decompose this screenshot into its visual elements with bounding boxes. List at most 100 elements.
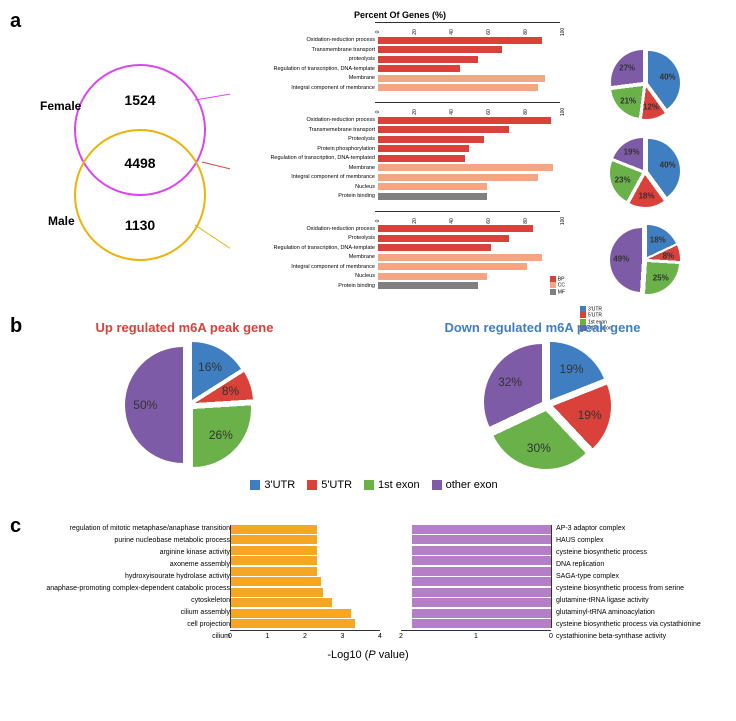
panel-b-label: b	[10, 315, 22, 338]
legend-item: 1st exon	[352, 479, 420, 491]
c-bar	[231, 567, 317, 576]
bar-row: Membrane	[240, 74, 560, 83]
pie-slice	[484, 344, 600, 460]
bar-fill	[378, 46, 502, 53]
c-xlabel: -Log10 (P value)	[10, 649, 726, 661]
bar-label: Regulation of transcription, DNA-templat…	[240, 245, 378, 251]
axis-tick: 1	[474, 633, 478, 640]
bar-fill	[378, 164, 553, 171]
pie-small: 40%18%23%19%	[580, 128, 710, 216]
panel-b-legend: 3'UTR5'UTR1st exonother exon	[10, 479, 726, 491]
bar-row: Proteolysis	[240, 234, 560, 243]
bar-row: Regulation of transcription, DNA-templat…	[240, 64, 560, 73]
axis-tick: 0	[375, 31, 381, 34]
axis-tick: 20	[412, 29, 418, 35]
axis-tick: 60	[486, 29, 492, 35]
axis-tick: 40	[449, 218, 455, 224]
bar-fill	[378, 37, 542, 44]
female-label: Female	[40, 99, 82, 113]
bar-row: proteolysis	[240, 55, 560, 64]
c-bar	[231, 556, 317, 565]
bar-fill	[378, 56, 478, 63]
c-bar-label: cystathionine beta-synthase activity	[556, 631, 706, 643]
bar-fill	[378, 235, 509, 242]
pie-small: 18%8%25%49%	[580, 216, 710, 304]
bar-row: Integral component of membrance	[240, 173, 560, 182]
c-bar	[412, 525, 551, 534]
c-bar-label: arginine kinase activity	[30, 547, 230, 559]
c-bar	[412, 546, 551, 555]
venn-top-count: 1524	[124, 92, 155, 108]
c-bar-label: cytoskeleton	[30, 595, 230, 607]
bar-row: Transmembrane transport	[240, 45, 560, 54]
legend-item: 5'UTR	[295, 479, 352, 491]
axis-tick: 40	[449, 29, 455, 35]
bar-row: Integral component of membrance	[240, 83, 560, 92]
bar-label: Protein binding	[240, 283, 378, 289]
axis-tick: 80	[523, 218, 529, 224]
c-bar-label: purine nucleobase metabolic process	[30, 535, 230, 547]
axis-tick: 100	[560, 216, 566, 224]
bar-label: Transmemebrane transport	[240, 127, 378, 133]
down-reg-title: Down regulated m6A peak gene	[444, 320, 640, 335]
c-bar	[412, 535, 551, 544]
bar-row: Integral component of membrance	[240, 262, 560, 271]
bar-fill	[378, 65, 460, 72]
bar-label: Transmembrane transport	[240, 47, 378, 53]
bar-row: Protein phosphorylation	[240, 144, 560, 153]
bar-row: Oxidation-reduction process	[240, 224, 560, 233]
axis-tick: 3	[341, 633, 345, 640]
axis-tick: 0	[228, 633, 232, 640]
bar-row: Membrane	[240, 253, 560, 262]
panel-a-bar-title: Percent Of Genes (%)	[240, 10, 560, 20]
c-bar-label: cysteine biosynthetic process via cystat…	[556, 619, 706, 631]
bar-fill	[378, 263, 527, 270]
venn-diagram: Female Male 1524 4498 1130	[30, 50, 230, 270]
c-bar-label: cilium	[30, 631, 230, 643]
bp-cc-mf-legend: BPCCMF	[550, 276, 565, 295]
bar-row: Protein binding	[240, 281, 560, 290]
bar-label: Oxidation-reduction process	[240, 37, 378, 43]
bar-row: Regulation of transcription, DNA-templat…	[240, 243, 560, 252]
axis-tick: 20	[412, 109, 418, 115]
pie-slice	[611, 138, 675, 202]
c-bar-label: cell projection	[30, 619, 230, 631]
down-reg-pie: 19%19%30%32%	[480, 338, 614, 472]
c-bar-label: cysteine biosynthetic process	[556, 547, 706, 559]
bar-fill	[378, 117, 551, 124]
c-bar	[231, 598, 332, 607]
bar-label: Integral component of membrance	[240, 174, 378, 180]
panel-c-label: c	[10, 515, 21, 538]
c-bar-label: cysteine biosynthetic process from serin…	[556, 583, 706, 595]
c-bar	[231, 535, 317, 544]
c-bar	[231, 577, 321, 586]
bar-fill	[378, 244, 491, 251]
c-right-chart: 210 AP-3 adaptor complexHAUS complexcyst…	[401, 523, 706, 645]
c-bar-label: glutamine-tRNA ligase activity	[556, 595, 706, 607]
legend-item: 3'UTR	[238, 479, 295, 491]
c-bar	[412, 567, 551, 576]
panel-c: c regulation of mitotic metaphase/anapha…	[10, 515, 726, 695]
c-bar-label: HAUS complex	[556, 535, 706, 547]
c-bar	[412, 598, 551, 607]
axis-tick: 100	[560, 108, 566, 116]
panel-a: a Female Male 1524 4498 1130 Percent Of …	[10, 10, 726, 315]
axis-tick: 100	[560, 28, 566, 36]
bar-label: Nucleus	[240, 184, 378, 190]
c-bar-label: SAGA-type complex	[556, 571, 706, 583]
bar-row: Oxidation-reduction process	[240, 36, 560, 45]
c-bar	[412, 577, 551, 586]
bar-fill	[378, 225, 533, 232]
bar-fill	[378, 75, 545, 82]
axis-tick: 1	[266, 633, 270, 640]
c-bar	[231, 588, 323, 597]
bar-label: Protein phosphorylation	[240, 146, 378, 152]
bar-fill	[378, 273, 487, 280]
legend-item: other exon	[420, 479, 498, 491]
axis-tick: 20	[412, 218, 418, 224]
pie-slice-label: 49%	[613, 255, 629, 264]
bar-fill	[378, 136, 484, 143]
bar-row: Nucleus	[240, 182, 560, 191]
c-bar	[412, 556, 551, 565]
bar-row: Transmemebrane transport	[240, 125, 560, 134]
